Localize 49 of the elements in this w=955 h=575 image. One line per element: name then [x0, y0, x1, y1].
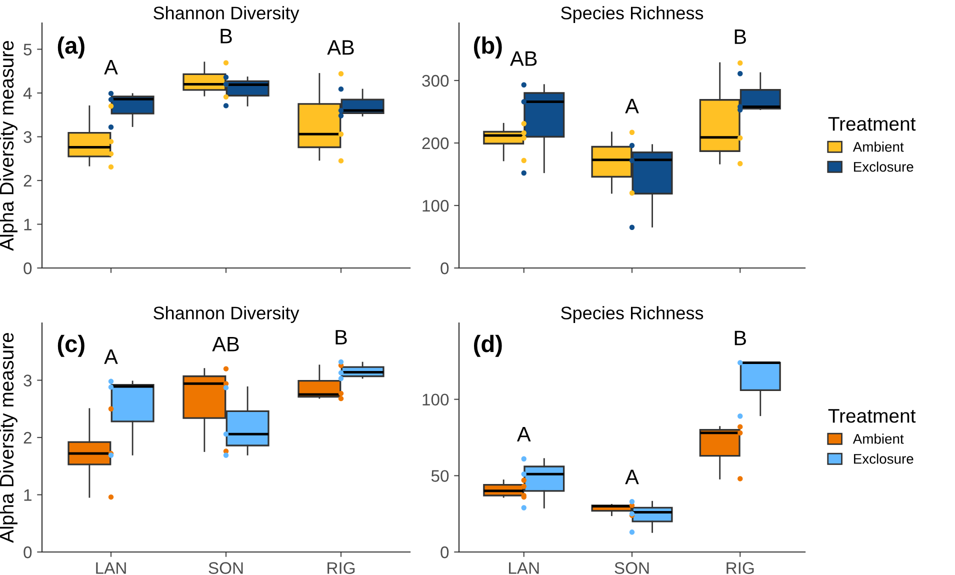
- annotation: AB: [510, 51, 537, 66]
- annotation: A: [625, 98, 639, 114]
- y-tick-label: 1: [24, 489, 32, 501]
- annotation: B: [336, 330, 347, 344]
- annotation: A: [104, 60, 118, 74]
- y-tick-label: 200: [422, 137, 449, 150]
- y-tick-label: 3: [24, 374, 32, 386]
- annotation: A: [104, 350, 118, 364]
- y-tick-label: 100: [422, 200, 449, 212]
- x-tick-label: LAN: [96, 562, 126, 574]
- x-tick-label: RIG: [726, 562, 754, 574]
- y-tick-label: 5: [24, 44, 32, 56]
- y-tick-label: 3: [24, 131, 32, 143]
- legend-label: Ambient: [852, 434, 904, 444]
- y-tick-label: 0: [440, 546, 449, 558]
- y-tick-label: 0: [440, 262, 449, 274]
- chart-title: Shannon Diversity: [154, 306, 300, 323]
- x-tick-label: RIG: [328, 562, 355, 574]
- chart-title: Shannon Diversity: [154, 6, 300, 23]
- annotation: B: [734, 30, 746, 44]
- y-tick-label: 0: [24, 262, 32, 274]
- legend-title: Treatment: [828, 117, 916, 131]
- x-tick-label: SON: [614, 562, 649, 574]
- annotation: (d): [474, 334, 502, 357]
- y-tick-label: 1: [24, 218, 32, 230]
- annotation: AB: [212, 336, 239, 352]
- annotation: (a): [58, 36, 84, 59]
- y-tick-label: 4: [23, 88, 32, 100]
- annotation: B: [220, 28, 232, 44]
- y-tick-label: 2: [24, 432, 32, 444]
- y-tick-label: 50: [431, 470, 449, 482]
- legend-label: Exclosure: [854, 162, 914, 172]
- legend-label: Ambient: [852, 142, 904, 152]
- legend-title: Treatment: [828, 409, 916, 423]
- chart-title: Species Richness: [561, 306, 704, 323]
- annotation: A: [516, 427, 531, 442]
- annotation: B: [734, 330, 746, 346]
- chart-title: Species Richness: [561, 6, 704, 23]
- annotation: (b): [474, 36, 502, 59]
- annotation: A: [625, 470, 639, 484]
- y-tick-label: 100: [422, 394, 449, 406]
- x-tick-label: LAN: [509, 562, 539, 574]
- y-tick-label: 0: [24, 546, 32, 558]
- legend-label: Exclosure: [854, 454, 914, 464]
- x-tick-label: SON: [208, 562, 243, 574]
- annotation: (c): [58, 334, 84, 357]
- y-tick-label: 300: [422, 74, 449, 87]
- annotation: AB: [327, 40, 354, 55]
- y-tick-label: 2: [24, 174, 32, 187]
